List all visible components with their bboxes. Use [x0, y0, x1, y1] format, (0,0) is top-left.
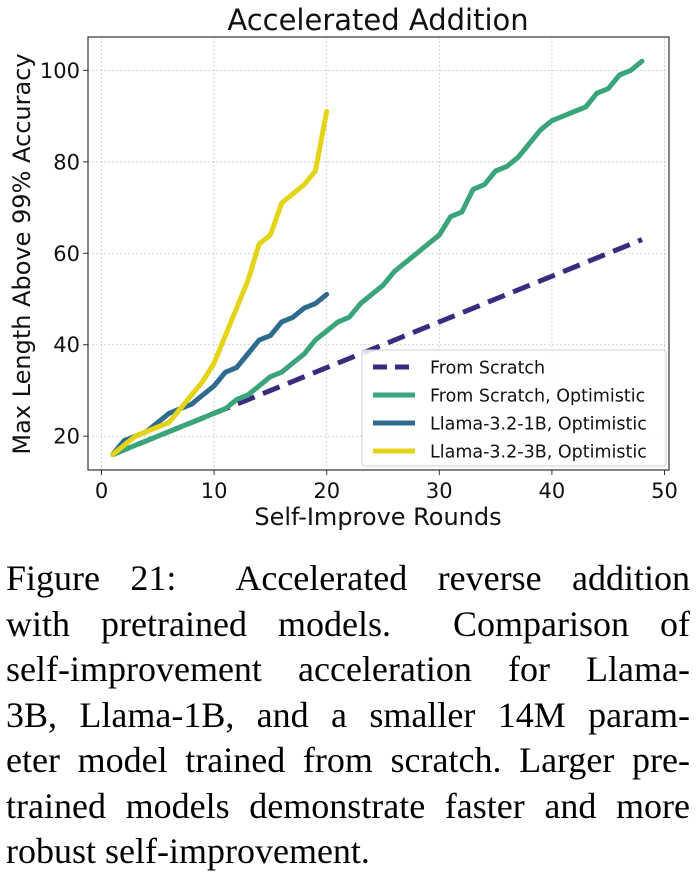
legend-item: From Scratch, Optimistic	[373, 387, 645, 407]
y-axis-label: Max Length Above 99% Accuracy	[8, 53, 36, 454]
legend-item: Llama-3.2-3B, Optimistic	[373, 443, 647, 463]
legend-label: From Scratch	[430, 359, 545, 379]
x-tick-label: 30	[426, 479, 453, 503]
x-tick-label: 0	[95, 479, 108, 503]
caption-line: with pretrained models. Comparison of	[6, 603, 690, 644]
x-tick-label: 40	[539, 479, 566, 503]
y-tick-label: 20	[53, 425, 80, 449]
y-tick-label: 60	[53, 242, 80, 266]
x-tick-label: 50	[651, 479, 678, 503]
series-line-llama-3-2-3b-optimistic	[110, 109, 330, 457]
series-line-from-scratch-optimistic	[110, 58, 645, 457]
y-axis: 20 40 60 80 100	[40, 59, 88, 449]
caption-line: self-improvement acceleration for Llama-	[6, 649, 690, 689]
caption-line: trained models demonstrate faster and mo…	[6, 785, 690, 826]
legend-item: Llama-3.2-1B, Optimistic	[373, 415, 647, 435]
x-axis-label: Self-Improve Rounds	[254, 503, 501, 531]
legend-label: Llama-3.2-3B, Optimistic	[430, 443, 647, 463]
legend-label: From Scratch, Optimistic	[430, 387, 645, 407]
caption-line: Figure 21: Accelerated reverse addition	[6, 558, 690, 598]
series-layer	[110, 58, 645, 457]
caption-line: 3B, Llama-1B, and a smaller 14M param-	[6, 694, 690, 735]
y-tick-label: 100	[40, 59, 80, 83]
chart: Accelerated Addition 0 10 20 30 40 50 20 40 60 8…	[8, 3, 678, 531]
legend: From Scratch From Scratch, Optimistic Llam…	[361, 349, 667, 467]
legend-box	[361, 349, 667, 467]
y-tick-label: 80	[53, 150, 80, 174]
x-tick-label: 10	[201, 479, 228, 503]
chart-title: Accelerated Addition	[227, 3, 528, 37]
legend-item: From Scratch	[373, 359, 545, 379]
x-tick-label: 20	[313, 479, 340, 503]
x-axis: 0 10 20 30 40 50	[95, 470, 678, 503]
figure-caption: Figure 21: Accelerated reverse addition w…	[6, 556, 690, 875]
y-tick-label: 40	[53, 333, 80, 357]
caption-line: eter model trained from scratch. Larger …	[6, 740, 690, 780]
legend-label: Llama-3.2-1B, Optimistic	[430, 415, 647, 435]
